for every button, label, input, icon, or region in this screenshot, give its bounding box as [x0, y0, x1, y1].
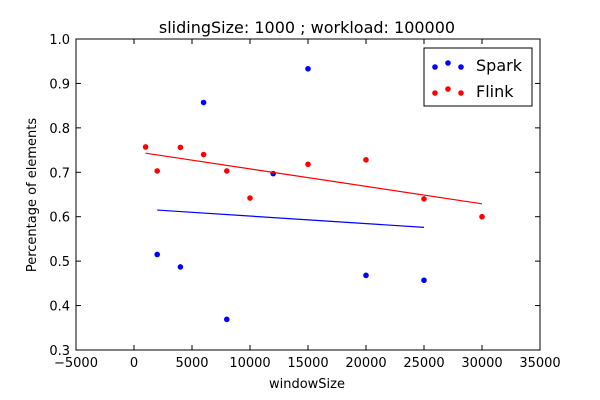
legend: Spark Flink — [423, 47, 533, 107]
flink-point — [363, 157, 369, 163]
y-axis-label: Percentage of elements — [25, 118, 40, 273]
flink-point — [305, 161, 311, 168]
spark-point — [224, 316, 230, 323]
x-tick-label: 20000 — [345, 356, 386, 371]
y-tick-label: 1.0 — [49, 33, 70, 48]
legend-marker-flink — [445, 86, 451, 92]
y-tick-label: 0.9 — [49, 77, 70, 92]
flink-point — [177, 144, 184, 151]
y-tick-label: 0.6 — [49, 211, 70, 226]
x-tick-label: 10000 — [229, 356, 270, 371]
flink-point — [142, 144, 149, 150]
y-tick-label: 0.7 — [49, 166, 70, 181]
flink-point — [421, 196, 427, 202]
legend-label-spark: Spark — [476, 56, 523, 75]
spark-point — [177, 264, 184, 270]
flink-point — [224, 168, 230, 174]
x-tick-label: 25000 — [403, 356, 444, 371]
spark-point — [363, 272, 369, 279]
y-tick-label: 0.5 — [49, 255, 70, 270]
x-axis-label: windowSize — [269, 377, 345, 392]
flink-point — [154, 168, 160, 174]
legend-marker-flink — [432, 90, 438, 96]
chart-title: slidingSize: 1000 ; workload: 100000 — [159, 18, 455, 37]
legend-label-flink: Flink — [476, 82, 514, 101]
flink-point — [247, 195, 253, 201]
plot-area: −5000 0 5000 10000 15000 20000 25000 30000 35000… — [49, 33, 560, 371]
x-tick-label: 5000 — [175, 356, 208, 371]
y-tick-label: 0.3 — [49, 344, 70, 359]
legend-marker-flink — [458, 90, 464, 96]
flink-trend-line — [145, 152, 483, 205]
x-tick-label: 30000 — [461, 356, 502, 371]
spark-point — [154, 251, 160, 258]
flink-point — [479, 213, 485, 220]
spark-point — [305, 65, 311, 72]
legend-marker-spark — [445, 60, 451, 66]
x-tick-label: −5000 — [54, 356, 98, 371]
spark-point — [200, 99, 207, 106]
legend-box — [423, 47, 533, 107]
legend-marker-spark — [432, 64, 438, 70]
legend-marker-spark — [458, 64, 464, 70]
y-tick-label: 0.8 — [49, 122, 70, 137]
spark-point — [421, 277, 427, 284]
x-tick-label: 35000 — [519, 356, 560, 371]
x-tick-label: 15000 — [287, 356, 328, 371]
flink-point — [200, 151, 207, 158]
x-tick-label: 0 — [130, 356, 138, 371]
y-tick-label: 0.4 — [49, 300, 70, 315]
spark-trend-line — [157, 209, 425, 228]
